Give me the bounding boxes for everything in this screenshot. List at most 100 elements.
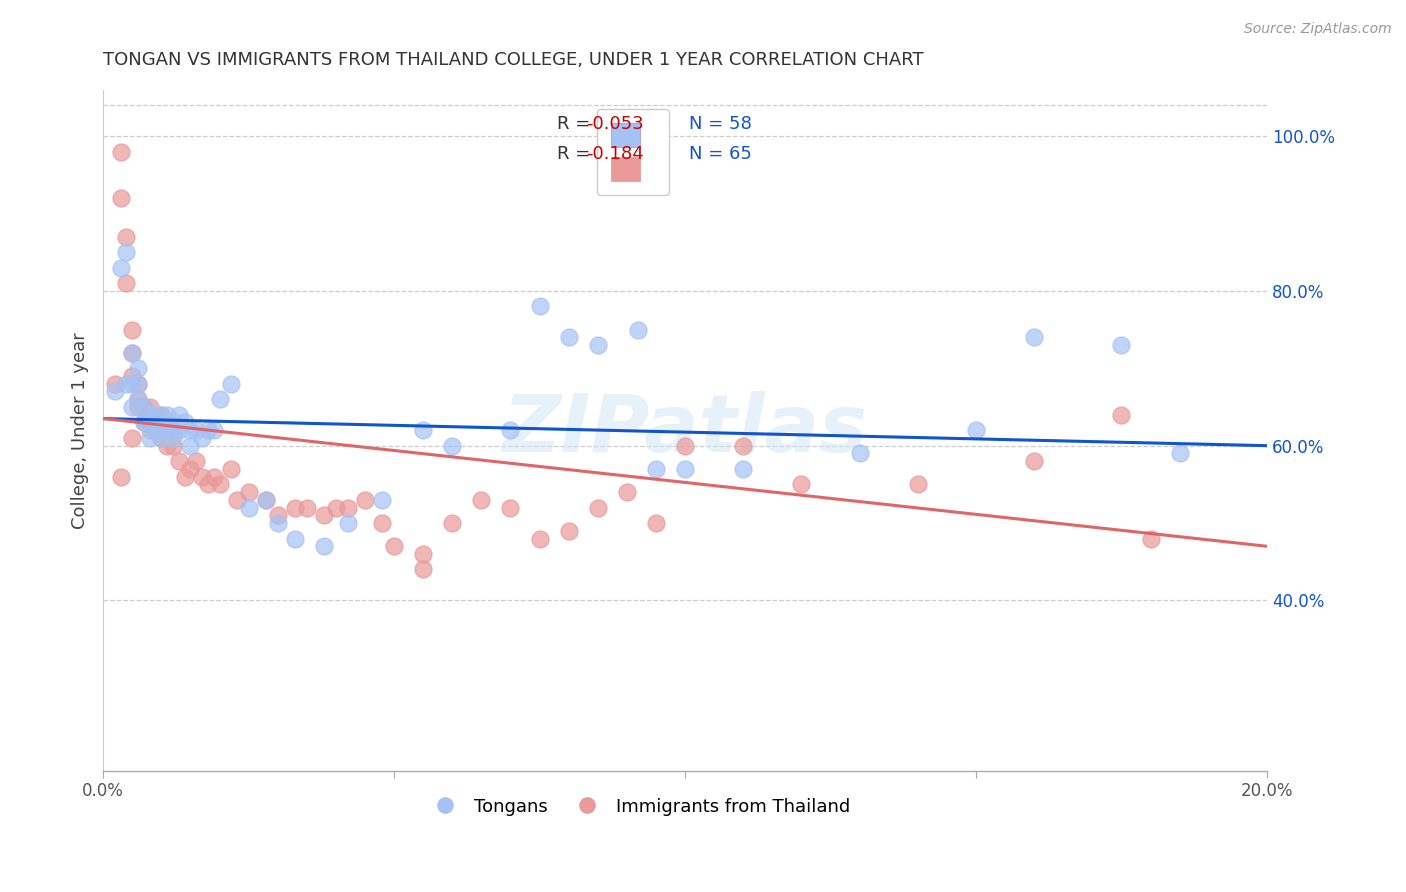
Point [907, 477, 929, 491]
Point [127, 361, 149, 376]
Point [104, 384, 127, 399]
Point [219, 376, 242, 391]
Point [325, 500, 347, 515]
Point [150, 431, 173, 445]
Point [150, 423, 173, 437]
Point [254, 492, 277, 507]
Point [132, 400, 155, 414]
Point [790, 477, 813, 491]
Point [219, 462, 242, 476]
Point [167, 408, 190, 422]
Point [115, 276, 138, 290]
Point [441, 516, 464, 530]
Point [371, 492, 394, 507]
Point [132, 416, 155, 430]
Point [314, 508, 336, 523]
Point [208, 392, 231, 407]
Point [132, 416, 155, 430]
Point [150, 408, 173, 422]
Point [121, 322, 143, 336]
Point [156, 408, 179, 422]
Point [138, 400, 160, 414]
Point [132, 400, 155, 414]
Point [173, 469, 195, 483]
Text: TONGAN VS IMMIGRANTS FROM THAILAND COLLEGE, UNDER 1 YEAR CORRELATION CHART: TONGAN VS IMMIGRANTS FROM THAILAND COLLE… [103, 51, 924, 69]
Point [162, 439, 184, 453]
Point [127, 376, 149, 391]
Point [162, 416, 184, 430]
Point [179, 462, 201, 476]
Point [254, 492, 277, 507]
Point [127, 392, 149, 407]
Point [965, 423, 987, 437]
Point [186, 423, 208, 437]
Y-axis label: College, Under 1 year: College, Under 1 year [72, 332, 89, 529]
Point [115, 229, 138, 244]
Text: -0.053: -0.053 [586, 115, 644, 133]
Point [145, 416, 167, 430]
Point [284, 532, 307, 546]
Point [673, 439, 696, 453]
Point [150, 416, 173, 430]
Point [1024, 454, 1046, 468]
Point [156, 423, 179, 437]
Text: N = 65: N = 65 [689, 145, 751, 163]
Point [110, 469, 132, 483]
Point [162, 423, 184, 437]
Point [191, 469, 214, 483]
Point [529, 299, 551, 313]
Point [179, 439, 201, 453]
Point [138, 408, 160, 422]
Point [156, 439, 179, 453]
Point [616, 485, 638, 500]
Text: -0.184: -0.184 [586, 145, 644, 163]
Point [138, 416, 160, 430]
Point [121, 369, 143, 384]
Point [645, 516, 668, 530]
Point [179, 423, 201, 437]
Point [226, 492, 249, 507]
Point [557, 524, 579, 538]
Point [138, 431, 160, 445]
Point [167, 423, 190, 437]
Text: N = 58: N = 58 [689, 115, 751, 133]
Point [627, 322, 650, 336]
Point [1139, 532, 1161, 546]
Point [586, 500, 609, 515]
Point [848, 446, 870, 460]
Point [121, 376, 143, 391]
Legend: Tongans, Immigrants from Thailand: Tongans, Immigrants from Thailand [419, 790, 858, 823]
Point [382, 539, 405, 553]
Point [197, 477, 219, 491]
Point [1111, 408, 1133, 422]
Point [162, 431, 184, 445]
Point [1111, 338, 1133, 352]
Point [138, 423, 160, 437]
Point [127, 400, 149, 414]
Point [138, 416, 160, 430]
Point [412, 547, 434, 561]
Point [115, 376, 138, 391]
Point [121, 431, 143, 445]
Point [267, 508, 290, 523]
Point [127, 392, 149, 407]
Point [557, 330, 579, 344]
Point [127, 376, 149, 391]
Point [499, 500, 522, 515]
Point [156, 423, 179, 437]
Point [110, 145, 132, 159]
Point [336, 500, 359, 515]
Point [121, 346, 143, 360]
Point [145, 423, 167, 437]
Point [191, 431, 214, 445]
Point [1024, 330, 1046, 344]
Point [529, 532, 551, 546]
Point [150, 408, 173, 422]
Point [115, 245, 138, 260]
Point [145, 423, 167, 437]
Point [645, 462, 668, 476]
Point [238, 500, 260, 515]
Point [110, 191, 132, 205]
Point [371, 516, 394, 530]
Point [499, 423, 522, 437]
